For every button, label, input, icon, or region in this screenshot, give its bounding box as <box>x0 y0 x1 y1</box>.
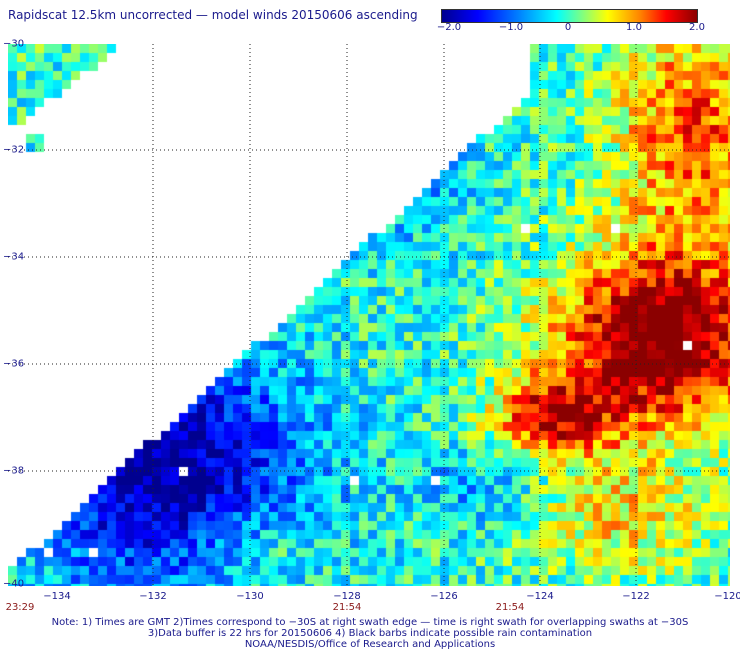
lon-tick-124: −124 <box>526 591 554 602</box>
lon-tick-128: −128 <box>333 591 361 602</box>
wind-field-raster <box>8 44 730 586</box>
colorbar-label-neg1: −1.0 <box>498 22 524 33</box>
lon-tick-122: −122 <box>622 591 650 602</box>
wind-difference-map <box>8 44 730 586</box>
colorbar-label-min: −2.0 <box>436 22 462 33</box>
swath-time-center: 21:54 <box>332 602 362 613</box>
lat-tick-34: −34 <box>3 251 25 263</box>
map-title: Rapidscat 12.5km uncorrected — model win… <box>8 8 418 22</box>
lat-lon-grid <box>8 44 730 586</box>
swath-time-left: 23:29 <box>5 602 35 613</box>
footnote-line-3: NOAA/NESDIS/Office of Research and Appli… <box>244 639 496 650</box>
footnote-line-1: Note: 1) Times are GMT 2)Times correspon… <box>51 617 689 628</box>
lat-tick-30: −30 <box>3 38 25 50</box>
lat-tick-36: −36 <box>3 358 25 370</box>
lon-tick-120: −120 <box>714 591 740 602</box>
lon-tick-132: −132 <box>139 591 167 602</box>
colorbar <box>441 9 698 23</box>
lon-tick-130: −130 <box>236 591 264 602</box>
swath-time-right: 21:54 <box>495 602 525 613</box>
lat-tick-40: −40 <box>3 578 25 590</box>
lon-tick-126: −126 <box>430 591 458 602</box>
lat-tick-38: −38 <box>3 465 25 477</box>
colorbar-label-zero: 0 <box>564 22 572 33</box>
colorbar-label-pos1: 1.0 <box>626 22 642 33</box>
lat-tick-32: −32 <box>3 144 25 156</box>
lon-tick-134: −134 <box>43 591 71 602</box>
footnote-line-2: 3)Data buffer is 22 hrs for 20150606 4) … <box>147 628 593 639</box>
colorbar-label-max: 2.0 <box>689 22 705 33</box>
